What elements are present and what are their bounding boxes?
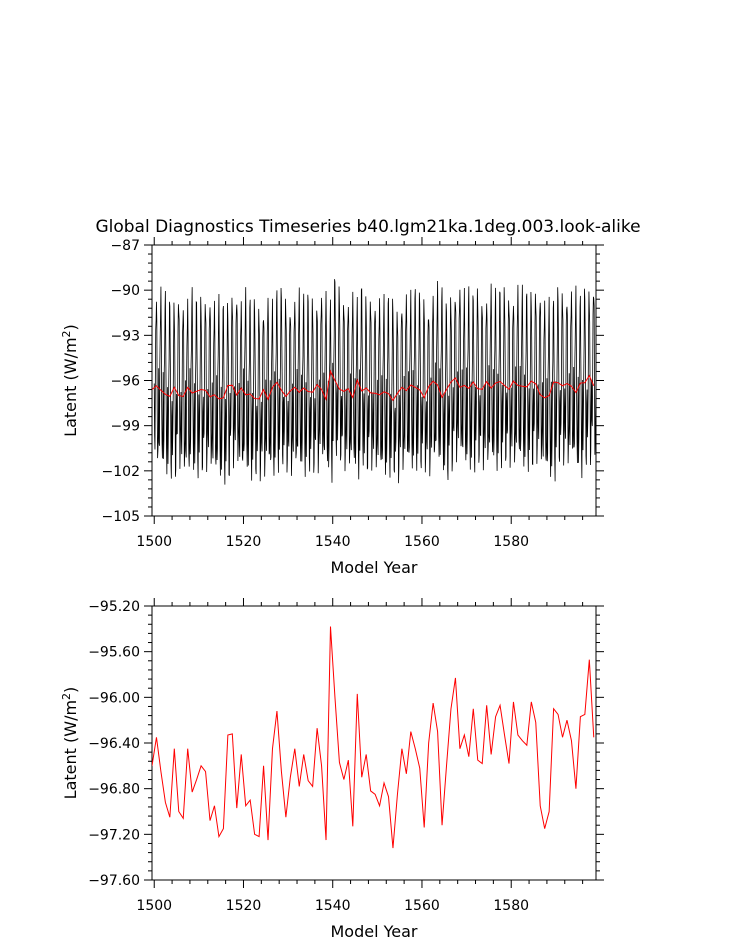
bottom-x-tick-label: 1520 <box>226 898 262 914</box>
bottom-annual-series-line <box>152 626 595 849</box>
top-x-tick-label: 1540 <box>315 534 351 550</box>
top-panel-plot: 1500 1520 1540 1560 1580 −105 −102 −99 −96 −93 −90… <box>60 237 604 577</box>
bottom-y-tick-label: −96.80 <box>88 782 140 798</box>
bottom-y-tick-label: −96.00 <box>88 690 140 706</box>
bottom-y-tick-label: −95.60 <box>88 645 140 661</box>
top-y-axis-label-end: ) <box>61 324 80 330</box>
top-y-axis-label: Latent (W/m2) <box>60 324 80 437</box>
bottom-plot-frame <box>151 605 597 881</box>
top-y-tick-label: −105 <box>102 509 140 525</box>
top-x-tick-label: 1500 <box>136 534 172 550</box>
top-x-tick-label: 1580 <box>493 534 529 550</box>
bottom-y-tick-label: −97.60 <box>88 873 140 889</box>
top-annual-series-line <box>152 369 595 402</box>
bottom-x-tick-label: 1560 <box>404 898 440 914</box>
top-x-tick-label: 1560 <box>404 534 440 550</box>
top-monthly-series-line <box>153 279 596 485</box>
bottom-y-axis-label: Latent (W/m2) <box>60 687 80 800</box>
bottom-x-axis-label: Model Year <box>331 922 418 941</box>
top-y-tick-label: −87 <box>110 238 140 254</box>
bottom-y-tick-label: −95.20 <box>88 599 140 615</box>
top-y-axis-label-sup: 2 <box>60 330 73 337</box>
bottom-y-axis-label-end: ) <box>61 687 80 693</box>
bottom-y-axis-label-main: Latent (W/m <box>61 700 80 799</box>
figure-title: Global Diagnostics Timeseries b40.lgm21k… <box>95 217 640 237</box>
top-y-tick-label: −96 <box>110 374 140 390</box>
bottom-panel-plot: 1500 1520 1540 1560 1580 −97.60 −97.20 −96.80 −9… <box>60 598 604 941</box>
top-y-tick-label: −93 <box>110 328 140 344</box>
top-y-axis-label-main: Latent (W/m <box>61 337 80 436</box>
top-y-tick-label: −102 <box>102 464 140 480</box>
top-x-tick-label: 1520 <box>226 534 262 550</box>
bottom-x-tick-label: 1580 <box>493 898 529 914</box>
top-y-tick-label: −90 <box>110 283 140 299</box>
bottom-x-tick-label: 1500 <box>136 898 172 914</box>
bottom-x-tick-label: 1540 <box>315 898 351 914</box>
top-x-axis-label: Model Year <box>331 558 418 577</box>
bottom-y-axis-label-sup: 2 <box>60 693 73 700</box>
bottom-y-tick-label: −96.40 <box>88 736 140 752</box>
bottom-y-tick-label: −97.20 <box>88 827 140 843</box>
top-y-tick-label: −99 <box>110 419 140 435</box>
